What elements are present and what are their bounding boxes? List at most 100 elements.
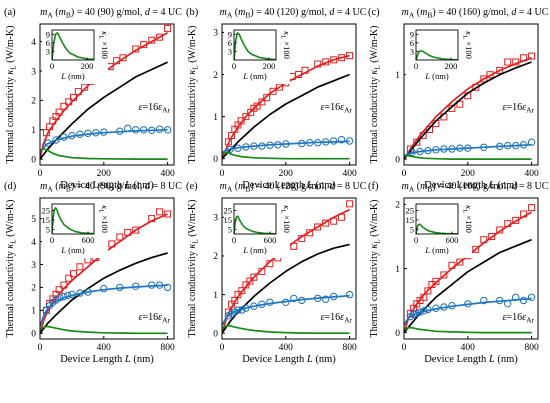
x-tick-label: 0 xyxy=(220,343,225,353)
x-tick-label: 800 xyxy=(524,343,539,353)
x-tick-label: 200 xyxy=(279,169,294,179)
y-tick-label: 2 xyxy=(31,284,36,294)
series-square-point xyxy=(164,24,172,32)
series-circle-point xyxy=(519,296,528,305)
inset-y-axis-label: κL​ ×100 xyxy=(98,31,111,59)
inset-y-tick-label: 5 xyxy=(228,224,232,234)
series-square-point xyxy=(314,223,322,231)
inset-x-tick-label: 600 xyxy=(446,235,459,245)
plot-area xyxy=(40,24,172,160)
series-square-point xyxy=(116,233,124,241)
panel-title: mA​ (mB​) = 40 (120) g/mol, d = 8 UC xyxy=(220,181,367,194)
x-axis-label: Device Length L (nm) xyxy=(60,180,154,191)
panel-title: mA​ (mB​) = 40 (90) g/mol, d = 8 UC xyxy=(40,181,182,194)
panel-label: (b) xyxy=(186,7,199,18)
series-square-point xyxy=(424,287,432,295)
panel-label: (c) xyxy=(368,7,380,18)
inset-plot-area xyxy=(234,215,276,234)
panel-e: (e) mA​ (mB​) = 40 (120) g/mol, d = 8 UC 0… xyxy=(186,181,367,365)
inset-y-tick-label: 6 xyxy=(228,38,232,48)
y-tick-label: 3 xyxy=(213,214,218,224)
inset: 0 200 369 L (nm) κL​ ×100 xyxy=(224,28,292,84)
series-square-point xyxy=(432,277,440,285)
panel-label: (e) xyxy=(186,181,198,192)
inset-plot-area xyxy=(52,32,94,60)
y-tick-label: 1 xyxy=(213,291,218,301)
inset-series-green-line xyxy=(416,223,458,234)
inset-y-tick-label: 5 xyxy=(410,224,414,234)
inset-y-axis-label: κL​ ×100 xyxy=(462,205,475,233)
x-tick-label: 400 xyxy=(524,169,539,179)
x-tick-label: 400 xyxy=(160,169,175,179)
axes-frame xyxy=(39,197,175,340)
x-axis-label: Device Length L (nm) xyxy=(60,354,154,365)
series-red-line xyxy=(40,32,169,160)
inset-y-axis-label: κL​ ×100 xyxy=(280,31,293,59)
x-axis-label: Device Length L (nm) xyxy=(242,180,336,191)
inset-y-tick-label: 15 xyxy=(42,215,51,225)
x-tick-label: 400 xyxy=(97,343,112,353)
inset-y-tick-label: 15 xyxy=(224,215,233,225)
panel-title: mA​ (mB​) = 40 (90) g/mol, d = 4 UC xyxy=(40,7,182,20)
x-tick-label: 0 xyxy=(38,169,43,179)
inset-y-tick-label: 15 xyxy=(406,215,415,225)
plot-area xyxy=(404,204,536,334)
plot-area xyxy=(404,52,536,160)
series-square-point xyxy=(488,233,496,240)
inset-y-tick-label: 25 xyxy=(42,206,51,216)
series-square-point xyxy=(426,126,433,133)
inset-y-tick-label: 25 xyxy=(224,206,233,216)
series-square-point xyxy=(496,66,504,74)
panel-d: (d) mA​ (mB​) = 40 (90) g/mol, d = 8 UC 0 4… xyxy=(4,181,182,365)
series-blue-line xyxy=(40,284,168,327)
series-square-point xyxy=(528,204,536,212)
y-tick-label: 2 xyxy=(213,252,218,262)
series-green-line xyxy=(222,151,350,160)
y-tick-label: 1 xyxy=(213,113,218,123)
inset-y-tick-label: 6 xyxy=(410,38,414,48)
y-tick-label: 0 xyxy=(213,330,218,340)
series-circle-point xyxy=(290,294,298,303)
inset-x-axis-label: L (nm) xyxy=(242,245,267,255)
inset-frame xyxy=(233,29,277,61)
series-square-point xyxy=(132,226,140,234)
y-tick-label: 0 xyxy=(395,329,400,339)
inset: 0 200 369 L (nm) κL​ ×100 xyxy=(42,28,110,84)
series-red-line xyxy=(222,54,350,160)
series-square-point xyxy=(119,54,127,62)
x-tick-label: 0 xyxy=(402,343,407,353)
y-axis-label: Thermal conductivity κL​ (W/m-K) xyxy=(5,200,18,338)
series-green-line xyxy=(40,147,168,160)
series-square-point xyxy=(258,98,266,106)
series-square-point xyxy=(512,216,520,224)
series-square-point xyxy=(156,33,164,41)
series-green-line xyxy=(404,154,532,160)
inset-x-tick-label: 200 xyxy=(263,61,276,71)
inset-series-green-line xyxy=(416,50,458,60)
series-blue-line xyxy=(404,143,532,157)
series-red-line xyxy=(40,213,168,334)
inset-y-tick-label: 25 xyxy=(406,206,415,216)
series-square-point xyxy=(456,100,464,108)
panel-label: (a) xyxy=(4,7,16,18)
series-square-point xyxy=(504,58,512,66)
series-black-line xyxy=(40,252,168,334)
series-square-point xyxy=(81,83,89,91)
series-square-point xyxy=(238,287,246,295)
series-square-point xyxy=(156,208,164,216)
y-tick-label: 0 xyxy=(31,155,36,165)
series-circle-point xyxy=(480,296,488,305)
y-tick-label: 0 xyxy=(395,155,400,165)
series-square-point xyxy=(263,94,271,102)
series-square-point xyxy=(456,258,464,266)
inset-y-tick-label: 9 xyxy=(410,29,414,39)
panel-b: (b) mA​ (mB​) = 40 (120) g/mol, d = 4 UC 0… xyxy=(186,7,367,191)
inset-series-green-line xyxy=(52,32,94,60)
panel-label: (d) xyxy=(4,181,17,192)
inset-y-axis-label: κL​ ×100 xyxy=(462,31,475,59)
series-square-point xyxy=(242,113,250,121)
x-tick-label: 200 xyxy=(97,169,112,179)
